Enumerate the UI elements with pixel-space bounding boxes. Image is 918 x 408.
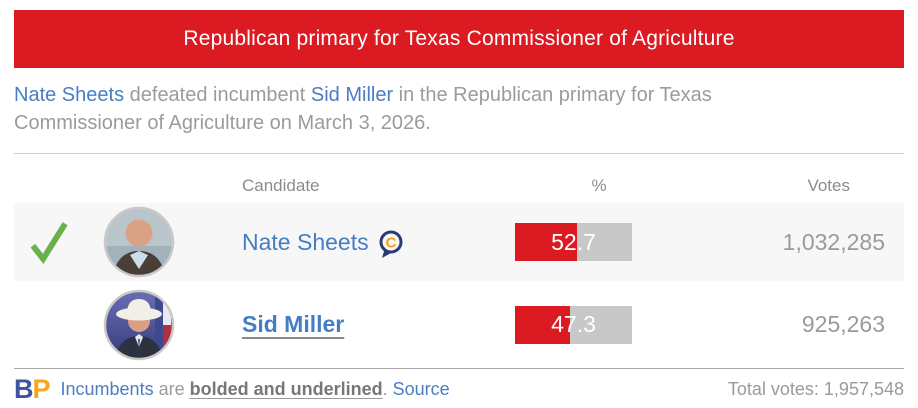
footer-note: BP Incumbents are bolded and underlined.… (14, 374, 450, 405)
percent-bar-cell: 52.7 (484, 223, 714, 261)
footer-divider (14, 368, 904, 369)
winner-check-cell (14, 218, 84, 266)
summary-text-2: in the Republican primary for Texas Comm… (14, 84, 712, 134)
percent-bar-sid-miller: 47.3 (515, 305, 632, 344)
candidate-photo-cell (84, 206, 194, 278)
column-header-percent: % (591, 176, 607, 195)
race-title: Republican primary for Texas Commissione… (183, 27, 735, 50)
table-header-row: Candidate % Votes (14, 154, 904, 203)
note-bolded-underlined: bolded and underlined (189, 379, 383, 399)
candidate-link-nate-sheets[interactable]: Nate Sheets (242, 228, 369, 255)
bp-logo-p: P (32, 374, 51, 404)
nate-sheets-photo (103, 206, 175, 278)
candidate-name-cell: Nate Sheets C (194, 226, 484, 259)
table-top-divider (14, 153, 904, 154)
svg-text:C: C (385, 234, 396, 251)
summary-incumbent-link[interactable]: Sid Miller (310, 84, 394, 106)
candidate-row-sid-miller: Sid Miller 47.3 925,263 (14, 281, 904, 368)
total-votes: Total votes: 1,957,548 (727, 379, 904, 399)
percent-bar-fill (515, 305, 571, 344)
candidate-connection-icon[interactable]: C (378, 230, 404, 259)
note-text-are: are (153, 379, 190, 399)
percent-bar-cell: 47.3 (484, 305, 714, 344)
race-summary: Nate Sheets defeated incumbent Sid Mille… (14, 81, 804, 137)
candidate-link-sid-miller[interactable]: Sid Miller (242, 311, 345, 337)
column-header-votes: Votes (807, 176, 850, 195)
votes-value: 1,032,285 (782, 228, 885, 255)
percent-value: 47.3 (551, 311, 596, 337)
percent-bar-fill (515, 223, 577, 261)
incumbent-note: Incumbents are bolded and underlined. So… (61, 379, 450, 400)
summary-text-1: defeated incumbent (124, 84, 311, 106)
race-title-banner: Republican primary for Texas Commissione… (14, 10, 904, 68)
votes-value: 925,263 (801, 311, 885, 337)
results-table: Candidate % Votes (14, 154, 904, 368)
ballotpedia-bp-logo[interactable]: BP (14, 374, 51, 405)
source-link[interactable]: Source (392, 379, 450, 399)
note-period: . (382, 379, 393, 399)
sid-miller-photo (103, 289, 175, 360)
bp-logo-b: B (14, 374, 33, 404)
footer: BP Incumbents are bolded and underlined.… (14, 369, 904, 408)
candidate-photo-cell (84, 289, 194, 361)
candidate-name-cell: Sid Miller (194, 311, 484, 338)
percent-value: 52.7 (551, 228, 596, 255)
column-header-candidate: Candidate (242, 176, 320, 195)
winner-check-icon (30, 222, 68, 264)
percent-bar-nate-sheets: 52.7 (515, 223, 632, 261)
candidate-row-nate-sheets: Nate Sheets C 52.7 1,032,285 (14, 203, 904, 281)
summary-winner-link[interactable]: Nate Sheets (14, 84, 125, 106)
incumbents-link[interactable]: Incumbents (60, 379, 154, 399)
